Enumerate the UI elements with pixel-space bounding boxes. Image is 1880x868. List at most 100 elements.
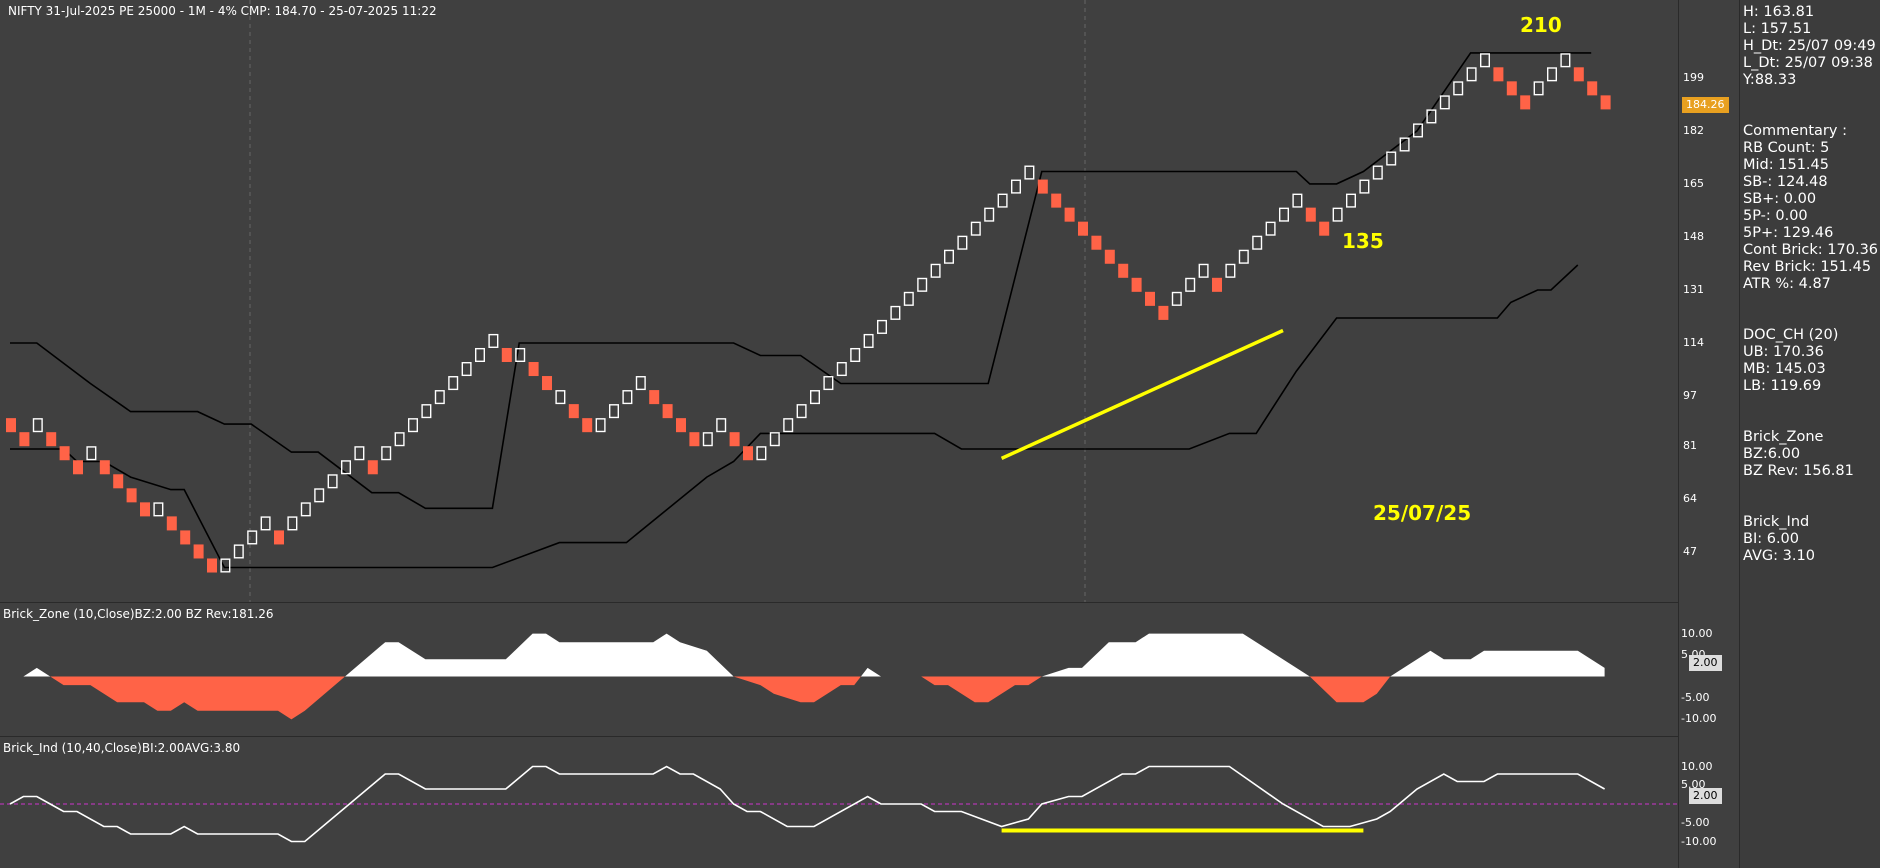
renko-brick-up bbox=[1171, 291, 1182, 306]
zone-tick-label: -5.00 bbox=[1681, 690, 1710, 704]
renko-brick-up bbox=[796, 404, 807, 419]
doc-channel-line: UB: 170.36 bbox=[1743, 344, 1824, 360]
renko-brick-up bbox=[1412, 123, 1423, 138]
renko-brick-down bbox=[582, 418, 593, 433]
renko-brick-up bbox=[957, 235, 968, 250]
renko-brick-up bbox=[850, 347, 861, 363]
renko-brick-down bbox=[1506, 81, 1517, 96]
zone-area-positive bbox=[921, 633, 1605, 677]
renko-brick-down bbox=[743, 446, 753, 461]
ind-value-tag: 2.00 bbox=[1689, 788, 1722, 804]
commentary-line: Commentary : bbox=[1743, 123, 1847, 139]
renko-brick-up bbox=[877, 319, 888, 334]
y-tick-label: 199 bbox=[1683, 70, 1704, 84]
brick-ind-title: Brick_Ind (10,40,Close)BI:2.00AVG:3.80 bbox=[3, 741, 241, 755]
renko-brick-up bbox=[635, 376, 646, 391]
y-tick-label: 165 bbox=[1683, 176, 1704, 190]
zone-tick-label: -10.00 bbox=[1681, 712, 1717, 726]
renko-brick-up bbox=[287, 516, 298, 531]
brick-zone-chart[interactable] bbox=[0, 603, 1678, 736]
renko-chart[interactable]: 210 135 25/07/25 bbox=[0, 0, 1678, 602]
renko-brick-down bbox=[193, 544, 204, 559]
renko-brick-up bbox=[1024, 165, 1035, 180]
y-tick-label: 64 bbox=[1683, 491, 1697, 505]
renko-brick-up bbox=[890, 305, 901, 320]
zone-tick-label: 10.00 bbox=[1681, 626, 1713, 640]
brick-zone-panel[interactable]: Brick_Zone (10,Close)BZ:2.00 BZ Rev:181.… bbox=[0, 603, 1678, 736]
brick-ind-chart[interactable] bbox=[0, 737, 1678, 868]
renko-brick-up bbox=[1533, 81, 1544, 96]
brick-ind-line: Brick_Ind bbox=[1743, 514, 1810, 530]
renko-brick-down bbox=[274, 530, 284, 545]
price-panel[interactable]: 210 135 25/07/25 NIFTY 31-Jul-2025 PE 2500… bbox=[0, 0, 1678, 602]
renko-brick-up bbox=[1345, 193, 1356, 208]
renko-brick-up bbox=[381, 446, 392, 461]
renko-brick-up bbox=[810, 390, 821, 405]
brick-zone-line: Brick_Zone bbox=[1743, 429, 1824, 445]
renko-brick-down bbox=[367, 460, 378, 475]
y-tick-label: 114 bbox=[1683, 335, 1704, 349]
renko-brick-down bbox=[689, 432, 700, 447]
renko-brick-up bbox=[823, 376, 834, 391]
renko-brick-down bbox=[207, 558, 217, 573]
renko-brick-up bbox=[863, 333, 874, 348]
renko-brick-down bbox=[1600, 95, 1611, 110]
trendline bbox=[1000, 328, 1284, 460]
renko-brick-down bbox=[568, 404, 579, 419]
renko-brick-up bbox=[1278, 207, 1289, 222]
brick-ind-panel[interactable]: Brick_Ind (10,40,Close)BI:2.00AVG:3.80 bbox=[0, 737, 1678, 868]
renko-brick-up bbox=[716, 418, 727, 433]
commentary-line: ATR %: 4.87 bbox=[1743, 276, 1831, 292]
renko-brick-up bbox=[1359, 179, 1370, 194]
renko-brick-down bbox=[180, 530, 191, 545]
renko-brick-up bbox=[1252, 235, 1263, 250]
renko-brick-up bbox=[32, 418, 43, 433]
panel-divider-1[interactable] bbox=[0, 602, 1739, 603]
renko-brick-up bbox=[1372, 165, 1383, 180]
renko-brick-up bbox=[769, 432, 780, 447]
date-annotation: 25/07/25 bbox=[1373, 501, 1471, 525]
renko-brick-up bbox=[997, 193, 1008, 208]
brick-zone-line: BZ Rev: 156.81 bbox=[1743, 463, 1854, 479]
panel-divider-2[interactable] bbox=[0, 736, 1739, 737]
renko-brick-down bbox=[113, 474, 124, 489]
renko-brick-up bbox=[1238, 249, 1249, 264]
renko-brick-up bbox=[1453, 81, 1464, 96]
info-line: L: 157.51 bbox=[1743, 21, 1812, 37]
ind-tick-label: -10.00 bbox=[1681, 834, 1717, 848]
renko-brick-up bbox=[421, 404, 432, 419]
renko-brick-down bbox=[1118, 263, 1129, 278]
renko-brick-up bbox=[341, 460, 352, 475]
renko-brick-up bbox=[408, 418, 419, 433]
zone-area-positive bbox=[23, 633, 881, 677]
renko-brick-down bbox=[1212, 277, 1222, 292]
renko-brick-up bbox=[1225, 263, 1236, 278]
renko-brick-down bbox=[662, 404, 673, 419]
renko-brick-up bbox=[1386, 151, 1397, 166]
renko-brick-up bbox=[1292, 193, 1303, 208]
renko-brick-up bbox=[1426, 109, 1437, 124]
renko-brick-up bbox=[153, 502, 164, 517]
renko-brick-down bbox=[676, 418, 686, 433]
renko-brick-up bbox=[1399, 137, 1410, 152]
info-line: Y:88.33 bbox=[1743, 72, 1797, 88]
renko-brick-up bbox=[448, 376, 459, 391]
renko-brick-up bbox=[756, 446, 767, 461]
renko-brick-down bbox=[649, 390, 660, 405]
renko-brick-up bbox=[247, 530, 258, 545]
renko-brick-up bbox=[1332, 207, 1343, 222]
channel-upper-line bbox=[10, 52, 1592, 510]
renko-brick-down bbox=[729, 432, 740, 447]
renko-brick-down bbox=[1520, 95, 1531, 110]
renko-brick-down bbox=[1319, 221, 1330, 236]
info-line: H_Dt: 25/07 09:49 bbox=[1743, 38, 1876, 54]
renko-brick-up bbox=[595, 418, 606, 433]
ind-tick-label: -5.00 bbox=[1681, 815, 1710, 829]
commentary-line: RB Count: 5 bbox=[1743, 140, 1830, 156]
renko-brick-up bbox=[434, 390, 445, 405]
renko-brick-down bbox=[542, 376, 552, 391]
renko-brick-down bbox=[166, 516, 177, 531]
renko-brick-up bbox=[461, 362, 472, 377]
y-tick-label: 97 bbox=[1683, 389, 1697, 402]
